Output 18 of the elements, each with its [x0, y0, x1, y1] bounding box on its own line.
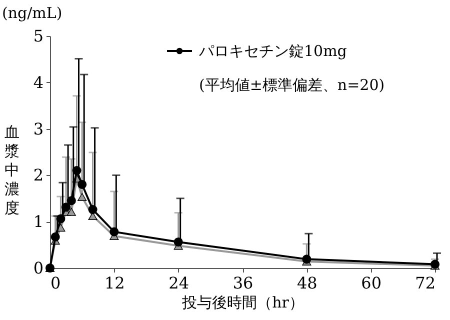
y-tick-label: 3 — [33, 119, 44, 138]
y-tick-label: 4 — [33, 72, 44, 92]
x-tick-label: 72 — [415, 274, 436, 292]
y-tick-label: 1 — [33, 212, 44, 232]
x-tick-label: 0 — [50, 274, 61, 292]
y-axis-title: 血漿中濃度 — [4, 123, 20, 217]
y-tick-label: 5 — [33, 26, 44, 46]
x-tick-label: 36 — [232, 274, 254, 292]
x-tick-label: 48 — [296, 274, 318, 292]
x-tick-label: 12 — [104, 274, 125, 292]
text: (ng/mL) — [2, 4, 62, 22]
x-axis-title: 投与後時間（hr） — [181, 294, 304, 312]
y-tick-label: 0 — [33, 258, 44, 278]
x-tick-label: 24 — [168, 274, 190, 292]
annotation: (平均値±標準偏差、n=20) — [199, 76, 385, 94]
x-tick-label: 60 — [361, 274, 382, 292]
y-tick-label: 2 — [33, 166, 44, 185]
legend-label: パロキセチン錠10mg — [198, 42, 348, 60]
